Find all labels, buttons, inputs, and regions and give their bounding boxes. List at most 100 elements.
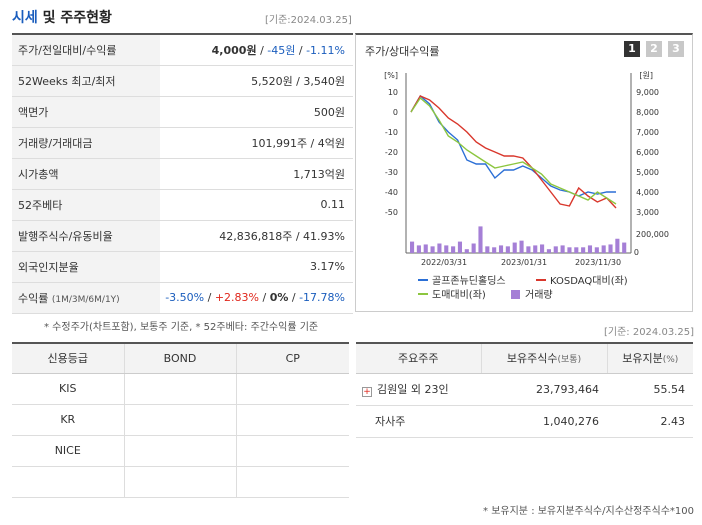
volume-bar	[587, 245, 593, 253]
volume-bar	[560, 245, 565, 253]
column-header: CP	[235, 343, 349, 374]
x-tick-label: 2023/11/30	[575, 258, 621, 267]
volume-bar	[526, 246, 531, 253]
volume-bar	[485, 246, 490, 253]
column-header: 신용등급	[12, 343, 124, 374]
bond-cell	[123, 435, 236, 467]
table-row: 거래량/거래대금 101,991주 / 4억원	[12, 127, 353, 159]
row-value: 5,520원 / 3,540원	[160, 65, 353, 97]
price-change-rate: 4,000원 / -45원 / -1.11%	[160, 34, 353, 66]
volume-bar	[553, 246, 558, 253]
volume-bar	[519, 240, 524, 253]
legend-swatch	[511, 290, 520, 299]
table-row: KR	[12, 404, 349, 436]
table-row: 52Weeks 최고/최저 5,520원 / 3,540원	[12, 65, 353, 97]
volume-bar	[423, 244, 428, 253]
table-header-row: 신용등급 BOND CP	[12, 343, 349, 374]
volume-bar	[608, 244, 613, 253]
return-rates: -3.50% / +2.83% / 0% / -17.78%	[160, 282, 353, 314]
holder-ratio: 55.54	[607, 373, 693, 406]
right-tick-label: 3,000	[636, 208, 659, 217]
bond-cell	[123, 373, 236, 405]
holder-shares: 23,793,464	[481, 373, 607, 406]
table-row: 외국인지분율 3.17%	[12, 251, 353, 283]
volume-bar	[416, 245, 421, 253]
x-tick-label: 2023/01/31	[501, 258, 547, 267]
bond-cell	[123, 466, 236, 498]
row-label: 수익률 (1M/3M/6M/1Y)	[12, 282, 160, 314]
agency-cell: KIS	[12, 373, 124, 405]
reference-date: [기준:2024.03.25]	[265, 15, 352, 26]
volume-bar	[505, 246, 510, 253]
volume-bar	[546, 249, 551, 253]
cp-cell	[235, 466, 349, 498]
volume-bar	[512, 242, 517, 253]
holders-footnote: * 보유지분 : 보유지분주식수/지수산정주식수*100	[483, 506, 694, 517]
series-line	[410, 95, 617, 209]
section-header: 시세 및 주주현황 [기준:2024.03.25]	[0, 0, 702, 30]
column-header: 보유주식수(보통)	[480, 343, 607, 374]
credit-rating-table: 신용등급 BOND CP KIS KR NICE	[12, 342, 349, 498]
cp-cell	[235, 404, 349, 436]
row-label: 시가총액	[12, 158, 160, 190]
legend-label: 골프존뉴딘홀딩스	[432, 274, 506, 287]
table-row: 주가/전일대비/수익률 4,000원 / -45원 / -1.11%	[12, 34, 353, 66]
volume-bar	[492, 247, 497, 253]
left-tick-label: 10	[388, 88, 398, 97]
expand-plus-icon[interactable]: +	[362, 387, 372, 397]
cp-cell	[235, 435, 349, 467]
series-line	[410, 94, 616, 197]
volume-bar	[533, 245, 538, 253]
row-label: 주가/전일대비/수익률	[12, 34, 160, 66]
row-value: 42,836,818주 / 41.93%	[160, 220, 353, 252]
left-tick-label: -50	[385, 208, 398, 217]
row-label: 거래량/거래대금	[12, 127, 160, 159]
volume-bar	[581, 247, 586, 253]
row-value: 3.17%	[160, 251, 353, 283]
right-axis-unit: [원]	[639, 71, 653, 80]
table-row: 시가총액 1,713억원	[12, 158, 353, 190]
volume-bar	[464, 249, 469, 253]
volume-tick-label: 0	[634, 248, 639, 257]
major-shareholders-table: 주요주주 보유주식수(보통) 보유지분(%) + 김원일 외 23인 23,793…	[356, 342, 693, 438]
table-row: 액면가 500원	[12, 96, 353, 128]
holder-shares: 1,040,276	[481, 405, 607, 438]
table-row: 52주베타 0.11	[12, 189, 353, 221]
volume-bar	[622, 242, 627, 253]
holder-name: + 김원일 외 23인	[356, 373, 481, 406]
agency-cell	[12, 466, 124, 498]
volume-bar	[498, 245, 504, 253]
holder-ratio: 2.43	[607, 405, 693, 438]
row-value: 500원	[160, 96, 353, 128]
market-info-table: 주가/전일대비/수익률 4,000원 / -45원 / -1.11% 52Wee…	[12, 33, 353, 314]
row-value: 0.11	[160, 189, 353, 221]
chart-button-3[interactable]: 3	[668, 41, 684, 57]
row-label: 액면가	[12, 96, 160, 128]
table-row: 발행주식수/유동비율 42,836,818주 / 41.93%	[12, 220, 353, 252]
row-value: 101,991주 / 4억원	[160, 127, 353, 159]
volume-bar	[471, 243, 476, 253]
volume-bar	[574, 247, 579, 253]
row-label: 52Weeks 최고/최저	[12, 65, 160, 97]
chart-button-1[interactable]: 1	[624, 41, 640, 57]
chart-button-2[interactable]: 2	[646, 41, 662, 57]
volume-bar	[615, 238, 620, 253]
bond-cell	[123, 404, 236, 436]
holders-reference-date: [기준: 2024.03.25]	[603, 327, 694, 338]
right-tick-label: 9,000	[636, 88, 659, 97]
volume-bar	[451, 246, 456, 253]
table-header-row: 주요주주 보유주식수(보통) 보유지분(%)	[356, 343, 693, 374]
volume-bar	[444, 245, 449, 253]
row-value: 1,713억원	[160, 158, 353, 190]
table-row: NICE	[12, 435, 349, 467]
volume-bar	[540, 244, 545, 253]
chart-title: 주가/상대수익률	[365, 45, 440, 58]
table-row	[12, 466, 349, 498]
legend-label: KOSDAQ대비(좌)	[550, 275, 628, 287]
right-tick-label: 4,000	[636, 188, 659, 197]
left-tick-label: -20	[385, 148, 398, 157]
volume-bar	[457, 241, 463, 253]
volume-bar	[430, 246, 435, 253]
